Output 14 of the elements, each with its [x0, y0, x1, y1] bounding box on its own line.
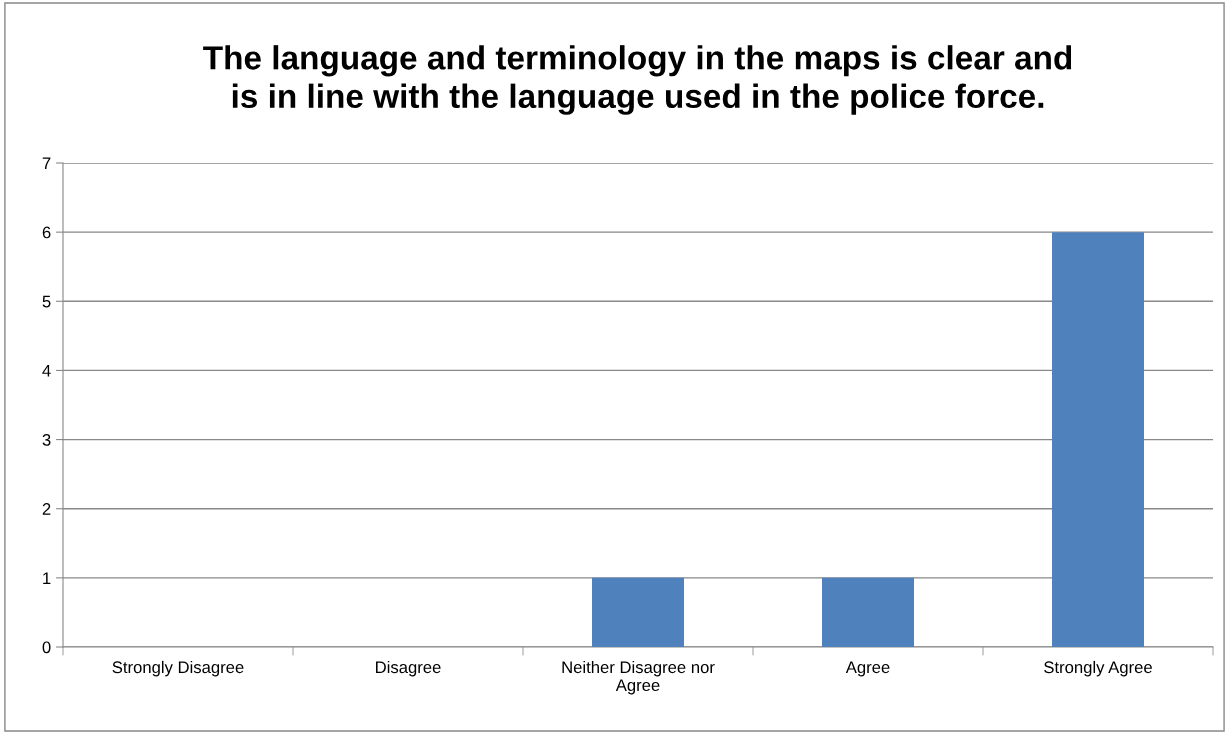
x-tick-label: Agree — [845, 661, 890, 677]
y-tick-label: 1 — [43, 572, 51, 584]
y-tick-label: 6 — [42, 226, 51, 239]
y-tick-label: 7 — [42, 157, 51, 170]
y-tick-label: 0 — [42, 641, 51, 654]
chart-title: The language and terminology in the maps is clear and is in line with the language used in the police force. — [203, 45, 1072, 115]
y-tick-label: 4 — [42, 365, 51, 377]
y-tick-label: 5 — [42, 295, 51, 308]
y-tick-label: 2 — [42, 503, 51, 515]
x-tick-label: Neither Disagree nor Agree — [562, 660, 715, 695]
y-tick-label: 3 — [42, 433, 51, 446]
x-tick-label: Strongly Agree — [1044, 660, 1152, 677]
x-tick-label: Disagree — [376, 660, 441, 677]
x-tick-label: Strongly Disagree — [112, 660, 244, 677]
